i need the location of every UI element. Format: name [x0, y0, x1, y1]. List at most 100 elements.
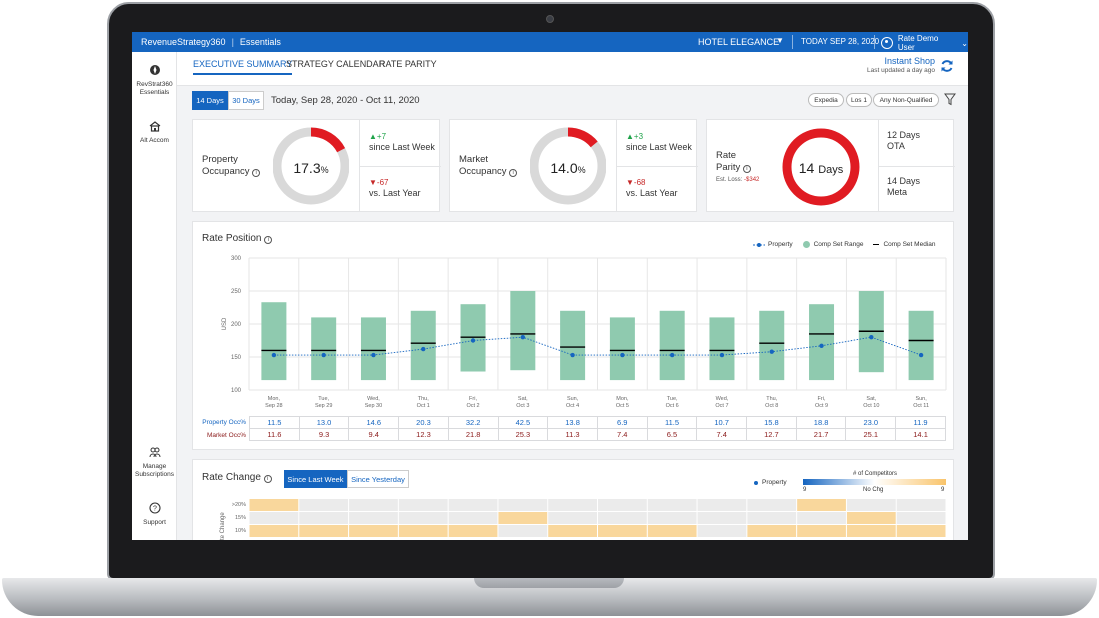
market-occ-cell: 7.4 [596, 428, 648, 441]
rate-parity-ring [782, 128, 860, 206]
range-30-days-button[interactable]: 30 Days [228, 91, 264, 110]
sidebar-item-label: Manage [142, 463, 167, 470]
refresh-icon[interactable] [940, 59, 954, 73]
heat-cell [747, 525, 797, 537]
sidebar-item-support[interactable]: ? Support [132, 502, 177, 527]
hotel-selector[interactable]: HOTEL ELEGANCE [698, 37, 780, 47]
heat-cell [846, 499, 896, 511]
heat-cell [299, 525, 349, 537]
scale-left: 9 [803, 487, 807, 493]
tab-strategy-calendar[interactable]: STRATEGY CALENDAR [286, 59, 386, 69]
market-occ-cell: 21.8 [447, 428, 499, 441]
x-tick-label: Wed, [716, 396, 729, 402]
x-tick-label: Oct 6 [666, 403, 679, 409]
x-tick-label: Fri, [469, 396, 477, 402]
last-updated-text: Last updated a day ago [867, 67, 935, 74]
chevron-down-icon[interactable]: ▼ [776, 36, 784, 45]
rate-parity-card[interactable]: Rate Parity i Est. Loss: -$342 14 Days 1… [706, 119, 955, 212]
x-tick-label: Oct 9 [815, 403, 828, 409]
legend-property: Property [768, 241, 793, 248]
property-point [819, 343, 824, 348]
instant-shop-link[interactable]: Instant Shop [884, 56, 935, 66]
property-occ-cell: 11.9 [895, 416, 946, 429]
rate-change-heatmap: >20% 15% 10% Rate Change [220, 499, 946, 540]
sidebar: RevStrat360 Essentials Alt Accom Manage … [132, 52, 177, 540]
x-tick-label: Tue, [667, 396, 678, 402]
x-tick-label: Oct 5 [616, 403, 629, 409]
user-menu[interactable]: Rate Demo User ⌄ [881, 34, 968, 52]
laptop-notch [474, 578, 624, 588]
filter-icon[interactable] [944, 93, 956, 106]
property-occ-cell: 13.0 [298, 416, 350, 429]
market-occ-cell: 25.3 [497, 428, 549, 441]
property-occ-cell: 15.8 [746, 416, 797, 429]
user-name: Rate Demo User [897, 34, 939, 52]
market-occ-cell: 6.5 [646, 428, 698, 441]
card-divider [616, 120, 617, 211]
rate-type-chip[interactable]: Any Non-Qualified [873, 93, 939, 107]
range-14-days-button[interactable]: 14 Days [192, 91, 228, 110]
instant-shop[interactable]: Instant Shop Last updated a day ago [867, 56, 935, 74]
rate-change-card: Rate Change i Since Last Week Since Yest… [192, 459, 954, 540]
svg-text:?: ? [153, 506, 157, 513]
comp-range-bar [709, 317, 735, 381]
x-tick-label: Sep 30 [365, 403, 382, 409]
y-tick-label: 15% [235, 515, 246, 521]
kpi-label: Parity i [716, 162, 759, 174]
y-axis-label: USD [222, 317, 228, 330]
los-chip[interactable]: Los 1 [846, 93, 872, 107]
property-point [769, 349, 774, 354]
scale-right: 9 [941, 487, 945, 493]
heat-cell [349, 512, 398, 524]
x-tick-label: Oct 2 [466, 403, 479, 409]
tab-executive-summary[interactable]: EXECUTIVE SUMMARY [193, 59, 293, 75]
legend-median: Comp Set Median [883, 241, 936, 248]
card-divider [878, 120, 879, 211]
property-occupancy-value: 17.3% [293, 160, 329, 176]
heat-cell [598, 525, 647, 537]
comp-range-bar [311, 317, 337, 381]
property-point [421, 346, 426, 352]
competitor-scale-bar [803, 479, 946, 485]
heat-cell [896, 499, 946, 511]
topbar-divider [792, 35, 793, 49]
heat-cell [747, 499, 797, 511]
heat-cell [846, 512, 896, 524]
x-tick-label: Oct 11 [913, 403, 929, 409]
chevron-down-icon: ⌄ [961, 38, 968, 48]
property-occupancy-card[interactable]: Property Occupancy i 17.3% ▲+7 since Last… [192, 119, 441, 212]
year-delta: ▼-68 vs. Last Year [626, 178, 678, 198]
market-occupancy-card[interactable]: Market Occupancy i 14.0% ▲+3 since Last W… [449, 119, 698, 212]
heat-cell [797, 525, 846, 537]
heat-cell [398, 525, 448, 537]
tab-rate-parity[interactable]: RATE PARITY [379, 59, 437, 69]
sidebar-item-label: Essentials [139, 89, 170, 96]
property-line [273, 336, 922, 356]
sidebar-item-essentials[interactable]: RevStrat360 Essentials [132, 64, 177, 97]
heat-cell [896, 512, 946, 524]
property-occ-cell: 14.6 [348, 416, 400, 429]
channel-chip[interactable]: Expedia [808, 93, 844, 107]
date-range: Today, Sep 28, 2020 - Oct 11, 2020 [271, 95, 420, 106]
property-occ-cell: 11.5 [646, 416, 698, 429]
info-icon: i [509, 169, 518, 177]
y-tick-label: 200 [231, 322, 242, 328]
property-point [371, 352, 376, 358]
user-avatar-icon [881, 37, 893, 49]
property-occ-cell: 6.9 [596, 416, 648, 429]
sidebar-item-alt-accom[interactable]: Alt Accom [132, 120, 177, 145]
market-occupancy-donut [530, 127, 606, 205]
heat-cell [448, 499, 498, 511]
since-last-week-toggle[interactable]: Since Last Week [284, 470, 347, 488]
product-name: Essentials [239, 37, 281, 47]
sidebar-item-subscriptions[interactable]: Manage Subscriptions [132, 446, 177, 479]
market-occ-cell: 12.7 [746, 428, 797, 441]
heat-cell [349, 525, 398, 537]
property-point [271, 352, 277, 358]
legend-property: Property [762, 479, 787, 486]
card-divider [878, 166, 955, 167]
property-point [570, 352, 575, 358]
market-occ-cell: 11.6 [249, 428, 300, 441]
since-yesterday-toggle[interactable]: Since Yesterday [347, 470, 409, 488]
